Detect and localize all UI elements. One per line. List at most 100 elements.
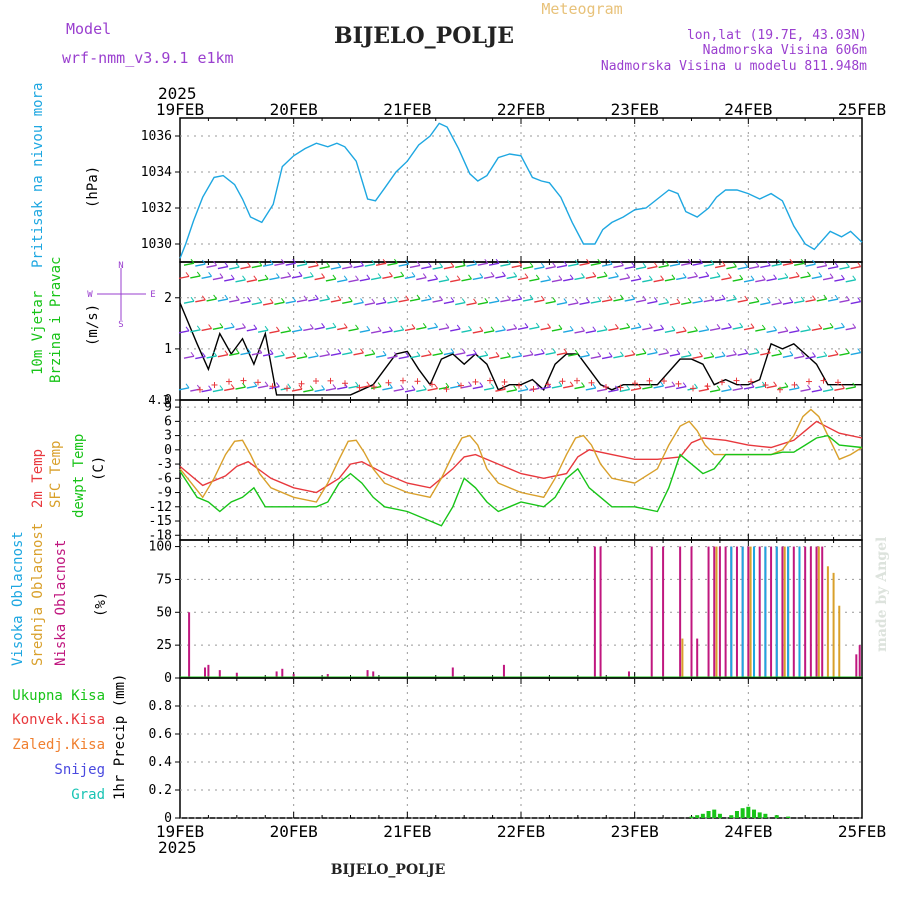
wind-barb [703, 263, 714, 267]
wind-barb [694, 271, 698, 277]
wind-barb [201, 275, 212, 280]
wind-barb [409, 355, 421, 359]
wind-ytick-label: 0 [164, 393, 172, 408]
wind-barb [360, 348, 364, 354]
wind-barb [529, 326, 540, 330]
wind-barb [682, 382, 687, 387]
wind-barb [818, 385, 823, 391]
wind-barb [364, 353, 375, 357]
wind-barb [500, 299, 511, 303]
wind-barb [642, 386, 653, 390]
wind-barb [676, 276, 687, 281]
wind-barb [805, 298, 816, 303]
wind-barb [269, 259, 274, 265]
wind-barb [789, 387, 800, 391]
wind-barb [841, 322, 845, 328]
wind-barb [664, 278, 676, 282]
wind-barb [274, 262, 285, 266]
wind-barb [771, 302, 782, 306]
wind-barb [438, 279, 450, 283]
wind-barb [522, 353, 534, 358]
wind-barb [309, 385, 314, 391]
cloud-bar [735, 546, 738, 678]
wind-barb [280, 275, 291, 280]
wind-barb [201, 352, 206, 357]
wind-ytick-label: 1 [164, 342, 172, 357]
wind-barb [230, 384, 235, 389]
wind-barb [737, 299, 748, 303]
wind-barb [635, 266, 647, 270]
wind-barb [195, 263, 206, 267]
wind-barb [251, 301, 262, 306]
wind-barb [348, 279, 359, 283]
wind-barb [495, 296, 500, 302]
wind-barb [540, 295, 545, 301]
wind-barb [692, 355, 703, 360]
wind-barb [517, 388, 529, 393]
wind-barb [857, 262, 862, 267]
wind-barb [755, 279, 766, 283]
x-day-label-bottom: 22FEB [497, 822, 545, 841]
pressure-ytick-label: 1032 [141, 201, 172, 216]
temp-ytick-label: -18 [149, 528, 172, 543]
wind-barb [183, 262, 195, 266]
wind-barb [716, 324, 721, 329]
wind-barb [326, 350, 331, 355]
wind-barb [456, 324, 461, 330]
wind-barb [513, 385, 518, 391]
wind-barb [658, 301, 669, 306]
wind-barb [676, 349, 681, 355]
wind-barb [823, 351, 828, 357]
wind-barb [511, 298, 522, 302]
wind-barb [721, 261, 726, 266]
wind-barb [355, 275, 359, 281]
wind-barb [230, 322, 235, 328]
wind-barb [495, 275, 506, 279]
wind-barb [190, 296, 195, 302]
wind-barb [795, 326, 800, 332]
wind-barb [827, 353, 839, 358]
wind-barb [461, 298, 466, 303]
precip-axis-label: 1hr Precip (mm) [112, 674, 128, 800]
wind-barb [325, 387, 337, 392]
wind-barb [827, 266, 839, 270]
wind-barb [292, 296, 297, 302]
wind-barb [253, 324, 258, 330]
cloud-bar [707, 546, 710, 678]
wind-barb [387, 262, 398, 266]
temp-ytick-label: 6 [164, 414, 172, 429]
wind-barb [852, 323, 857, 329]
wind-barb [298, 271, 303, 277]
wind-barb [432, 299, 443, 303]
wind-barb [748, 265, 760, 270]
wind-barb [206, 264, 217, 269]
wind-barb [771, 263, 782, 267]
wind-barb [782, 354, 794, 359]
precip-ytick-label: 0 [164, 811, 172, 826]
wind-barb [518, 261, 523, 266]
wind-barb [778, 298, 782, 304]
cloud-bar [832, 572, 835, 678]
wind-barb [846, 295, 850, 301]
precip-bar [700, 813, 705, 818]
wind-barb [664, 385, 676, 389]
wind-barb [477, 354, 488, 358]
wind-barb [760, 301, 771, 306]
wind-barb [280, 298, 285, 303]
footer-station: BIJELO_POLJE [331, 862, 446, 878]
wind-barb [834, 326, 845, 330]
svg-text:Srednja Oblacnost: Srednja Oblacnost [30, 523, 46, 666]
wind-barb [468, 274, 472, 280]
wind-barb [807, 325, 811, 330]
cloud-bar [679, 546, 682, 678]
wind-barb [574, 298, 579, 304]
wind-barb [608, 389, 619, 393]
wind-barb [714, 264, 726, 269]
wind-barb [466, 263, 477, 267]
wind-barb [319, 265, 330, 270]
wind-barb [353, 301, 364, 306]
wind-barb [240, 300, 251, 305]
wind-barb [439, 262, 444, 268]
wind-barb [601, 299, 613, 303]
wind-barb [490, 383, 495, 389]
